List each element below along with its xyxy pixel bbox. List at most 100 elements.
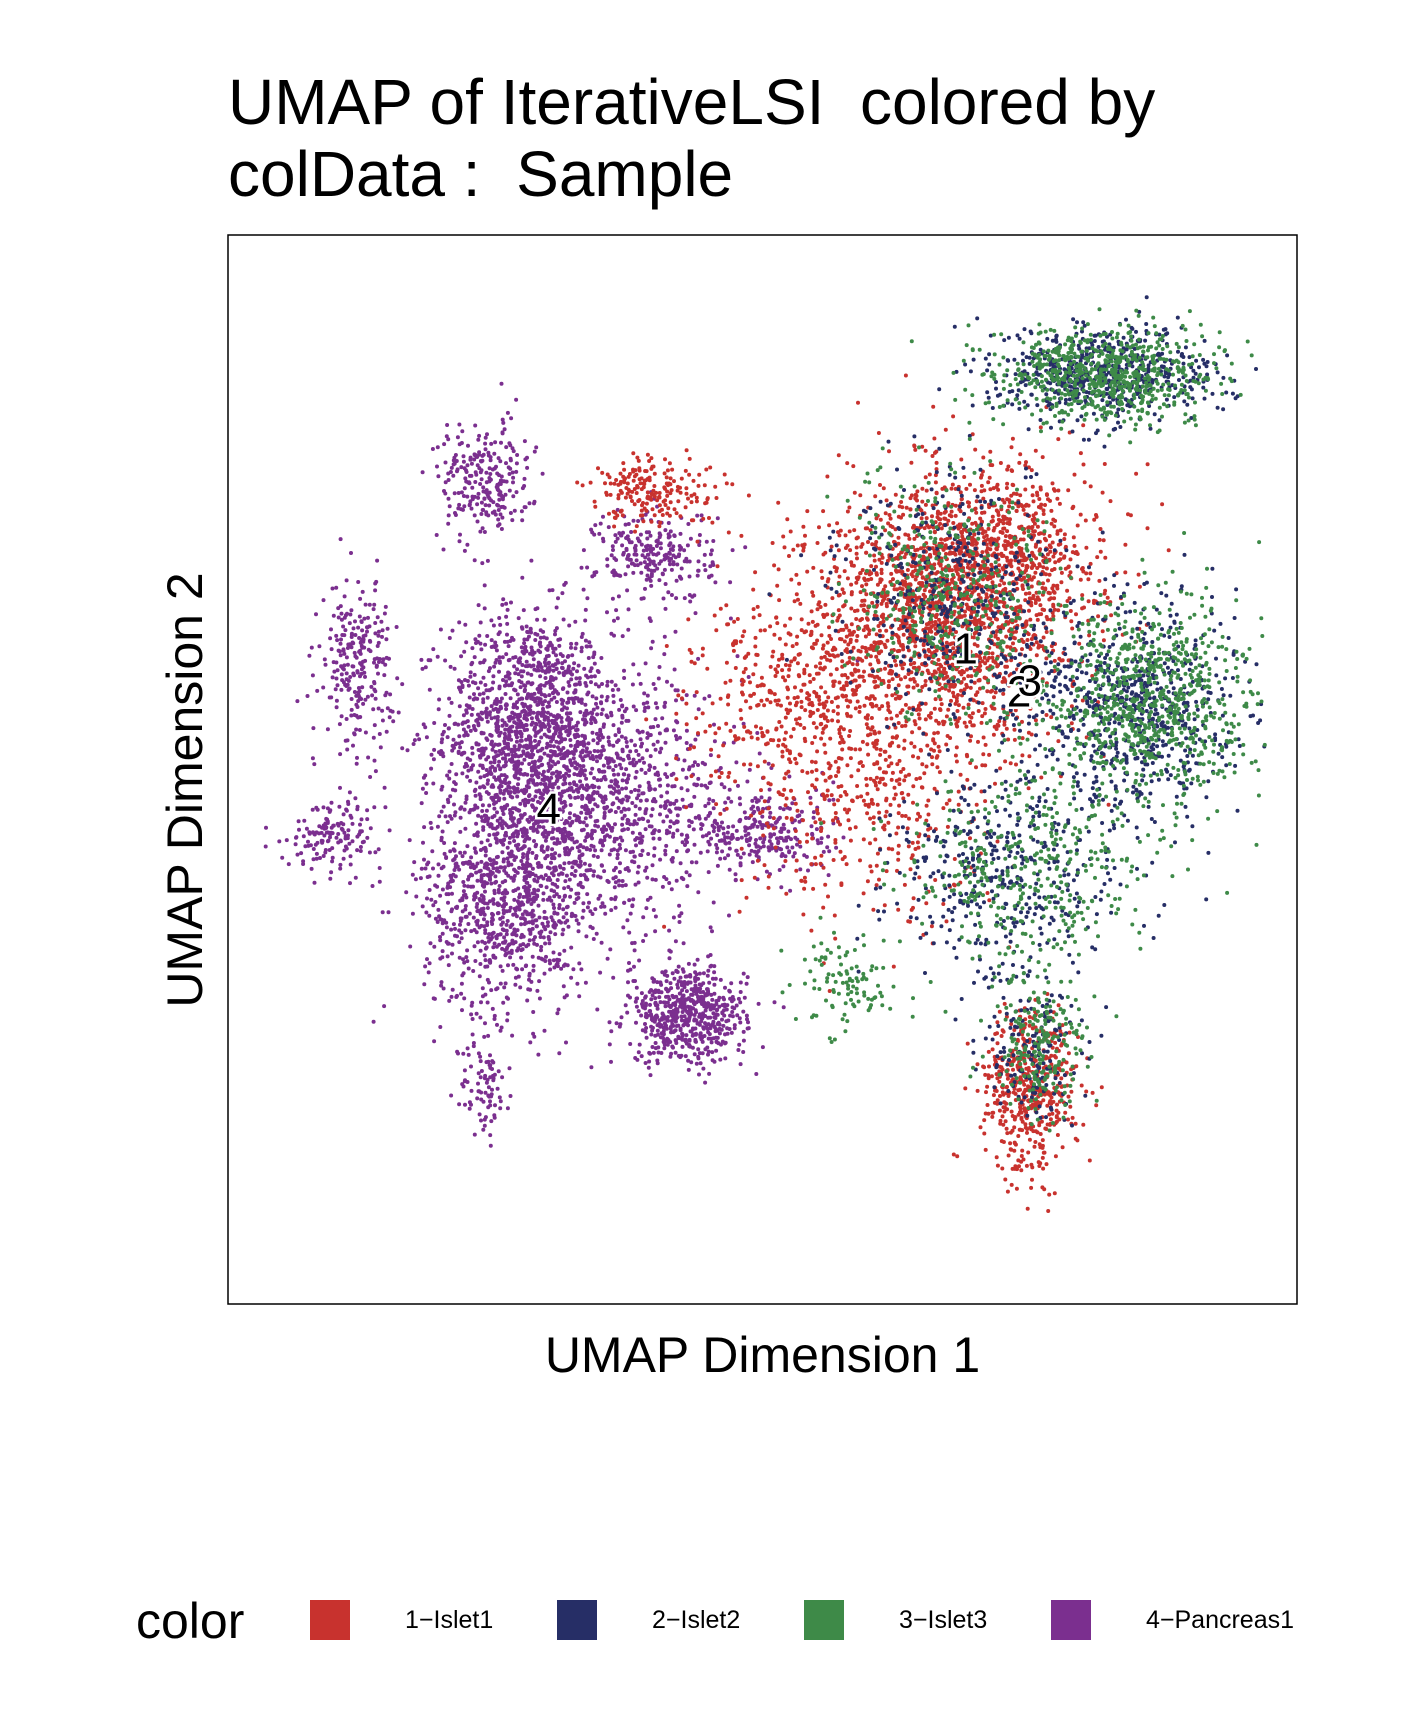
point bbox=[580, 796, 584, 801]
point bbox=[614, 1021, 619, 1026]
point bbox=[301, 834, 306, 839]
point bbox=[620, 879, 625, 883]
point bbox=[543, 927, 548, 932]
point bbox=[669, 1019, 674, 1023]
point bbox=[463, 476, 468, 481]
point bbox=[492, 451, 497, 456]
point bbox=[450, 951, 454, 956]
point bbox=[737, 796, 742, 801]
point bbox=[504, 601, 509, 606]
point bbox=[593, 907, 598, 912]
point bbox=[493, 836, 498, 841]
point bbox=[631, 570, 636, 575]
point bbox=[482, 583, 487, 588]
point bbox=[525, 630, 530, 635]
point bbox=[712, 970, 717, 975]
point bbox=[338, 785, 342, 790]
point bbox=[607, 742, 612, 747]
point bbox=[609, 679, 614, 684]
point bbox=[508, 511, 513, 515]
point bbox=[555, 658, 560, 663]
point bbox=[513, 671, 518, 676]
point bbox=[696, 1054, 701, 1059]
point bbox=[547, 937, 552, 942]
point bbox=[487, 803, 492, 808]
point bbox=[329, 800, 334, 805]
point bbox=[543, 699, 547, 704]
point bbox=[711, 798, 716, 803]
point bbox=[565, 711, 570, 716]
point bbox=[477, 974, 482, 979]
point bbox=[349, 608, 354, 613]
point bbox=[358, 715, 363, 719]
point bbox=[328, 636, 333, 641]
point bbox=[648, 533, 653, 538]
point bbox=[523, 888, 528, 893]
point bbox=[676, 964, 681, 969]
point bbox=[567, 720, 572, 725]
point bbox=[663, 740, 668, 745]
point bbox=[451, 737, 456, 742]
point bbox=[658, 750, 662, 755]
point bbox=[470, 1017, 475, 1021]
point bbox=[488, 877, 492, 882]
point bbox=[373, 689, 378, 694]
point bbox=[462, 486, 467, 491]
point bbox=[551, 650, 556, 655]
point bbox=[756, 855, 761, 860]
point bbox=[495, 718, 500, 723]
point bbox=[516, 616, 521, 621]
point bbox=[696, 763, 700, 767]
point bbox=[334, 705, 339, 710]
point bbox=[344, 717, 349, 721]
point bbox=[542, 1028, 547, 1033]
point bbox=[540, 762, 545, 767]
point bbox=[490, 686, 495, 691]
point bbox=[617, 798, 622, 803]
point bbox=[629, 789, 634, 794]
point bbox=[737, 1042, 742, 1047]
point bbox=[778, 806, 783, 810]
point bbox=[462, 1068, 467, 1073]
point bbox=[548, 712, 553, 717]
point bbox=[507, 1066, 512, 1071]
point bbox=[558, 637, 563, 642]
point bbox=[543, 663, 548, 668]
point bbox=[344, 807, 349, 812]
point bbox=[638, 561, 643, 566]
point bbox=[577, 680, 582, 685]
point bbox=[668, 1025, 673, 1029]
point bbox=[488, 1143, 493, 1148]
point bbox=[545, 920, 550, 925]
point bbox=[539, 713, 544, 718]
point bbox=[541, 876, 546, 881]
point bbox=[686, 522, 691, 526]
point bbox=[716, 828, 721, 833]
point bbox=[671, 771, 676, 776]
point bbox=[746, 1026, 751, 1031]
point bbox=[311, 847, 316, 851]
point bbox=[613, 683, 618, 688]
point bbox=[514, 855, 518, 860]
point bbox=[644, 1035, 649, 1040]
point bbox=[336, 615, 341, 620]
point bbox=[390, 709, 395, 714]
point bbox=[653, 877, 658, 882]
point bbox=[733, 872, 738, 877]
point bbox=[628, 911, 633, 916]
point bbox=[263, 844, 268, 849]
point bbox=[581, 587, 586, 592]
point bbox=[754, 1072, 759, 1076]
point bbox=[464, 710, 469, 715]
point bbox=[480, 986, 485, 991]
point bbox=[556, 596, 560, 601]
point bbox=[355, 755, 359, 760]
point bbox=[563, 669, 568, 674]
point bbox=[675, 562, 680, 567]
point bbox=[491, 680, 496, 685]
point bbox=[485, 872, 490, 877]
point bbox=[363, 602, 368, 607]
point bbox=[681, 1023, 686, 1028]
point bbox=[452, 780, 457, 785]
point bbox=[555, 1011, 560, 1016]
